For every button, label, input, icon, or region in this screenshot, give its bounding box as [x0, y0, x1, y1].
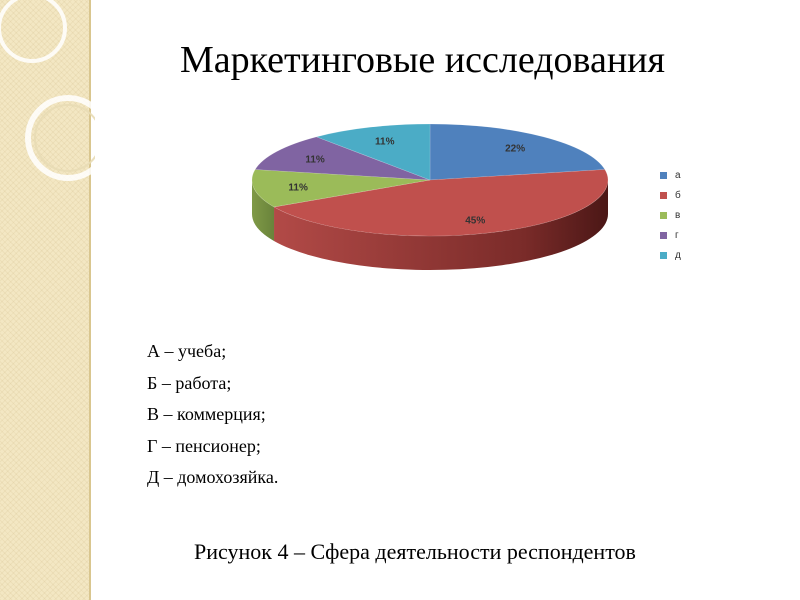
- legend-item-b: б: [660, 185, 681, 205]
- data-label-a: 22%: [505, 144, 525, 155]
- legend-item-g: г: [660, 225, 681, 245]
- pie-slice-v: [251, 169, 431, 208]
- legend-label-v: в: [675, 209, 681, 221]
- decode-line-v: В – коммерция;: [147, 404, 266, 424]
- pie-slice-b: [273, 169, 609, 237]
- decorative-rings: [0, 0, 95, 181]
- slide-title: Маркетинговые исследования: [180, 39, 665, 81]
- decode-line-b: Б – работа;: [147, 372, 232, 393]
- legend-item-v: в: [660, 205, 681, 225]
- decode-line-a: А – учеба;: [147, 341, 227, 361]
- pie-slice-d: [315, 123, 431, 181]
- legend-label-a: а: [675, 169, 681, 181]
- data-label-v: 11%: [288, 183, 308, 194]
- category-decode-list: А – учеба; Б – работа; В – коммерция; Г …: [147, 336, 278, 494]
- pie-slice-a: [429, 123, 606, 181]
- data-label-g: 11%: [305, 155, 325, 166]
- pie-side-v: [252, 180, 275, 241]
- legend-label-d: д: [675, 249, 681, 261]
- legend-label-g: г: [675, 229, 679, 241]
- pie-slice-g: [254, 136, 431, 181]
- legend-swatch-v: [660, 211, 667, 219]
- figure-caption: Рисунок 4 – Сфера деятельности респонден…: [194, 539, 636, 564]
- legend-item-a: а: [660, 165, 681, 185]
- legend-swatch-d: [660, 251, 667, 259]
- legend-swatch-a: [660, 171, 667, 179]
- decode-line-d: Д – домохозяйка.: [147, 467, 279, 487]
- legend-swatch-b: [660, 191, 667, 199]
- side-divider-line: [89, 0, 91, 600]
- data-label-b: 45%: [465, 216, 485, 227]
- legend-label-b: б: [675, 189, 681, 201]
- decode-line-g: Г – пенсионер;: [147, 435, 261, 456]
- pie-side-b: [274, 180, 608, 271]
- legend-swatch-g: [660, 231, 667, 239]
- data-label-d: 11%: [375, 136, 395, 147]
- legend-item-d: д: [660, 245, 681, 265]
